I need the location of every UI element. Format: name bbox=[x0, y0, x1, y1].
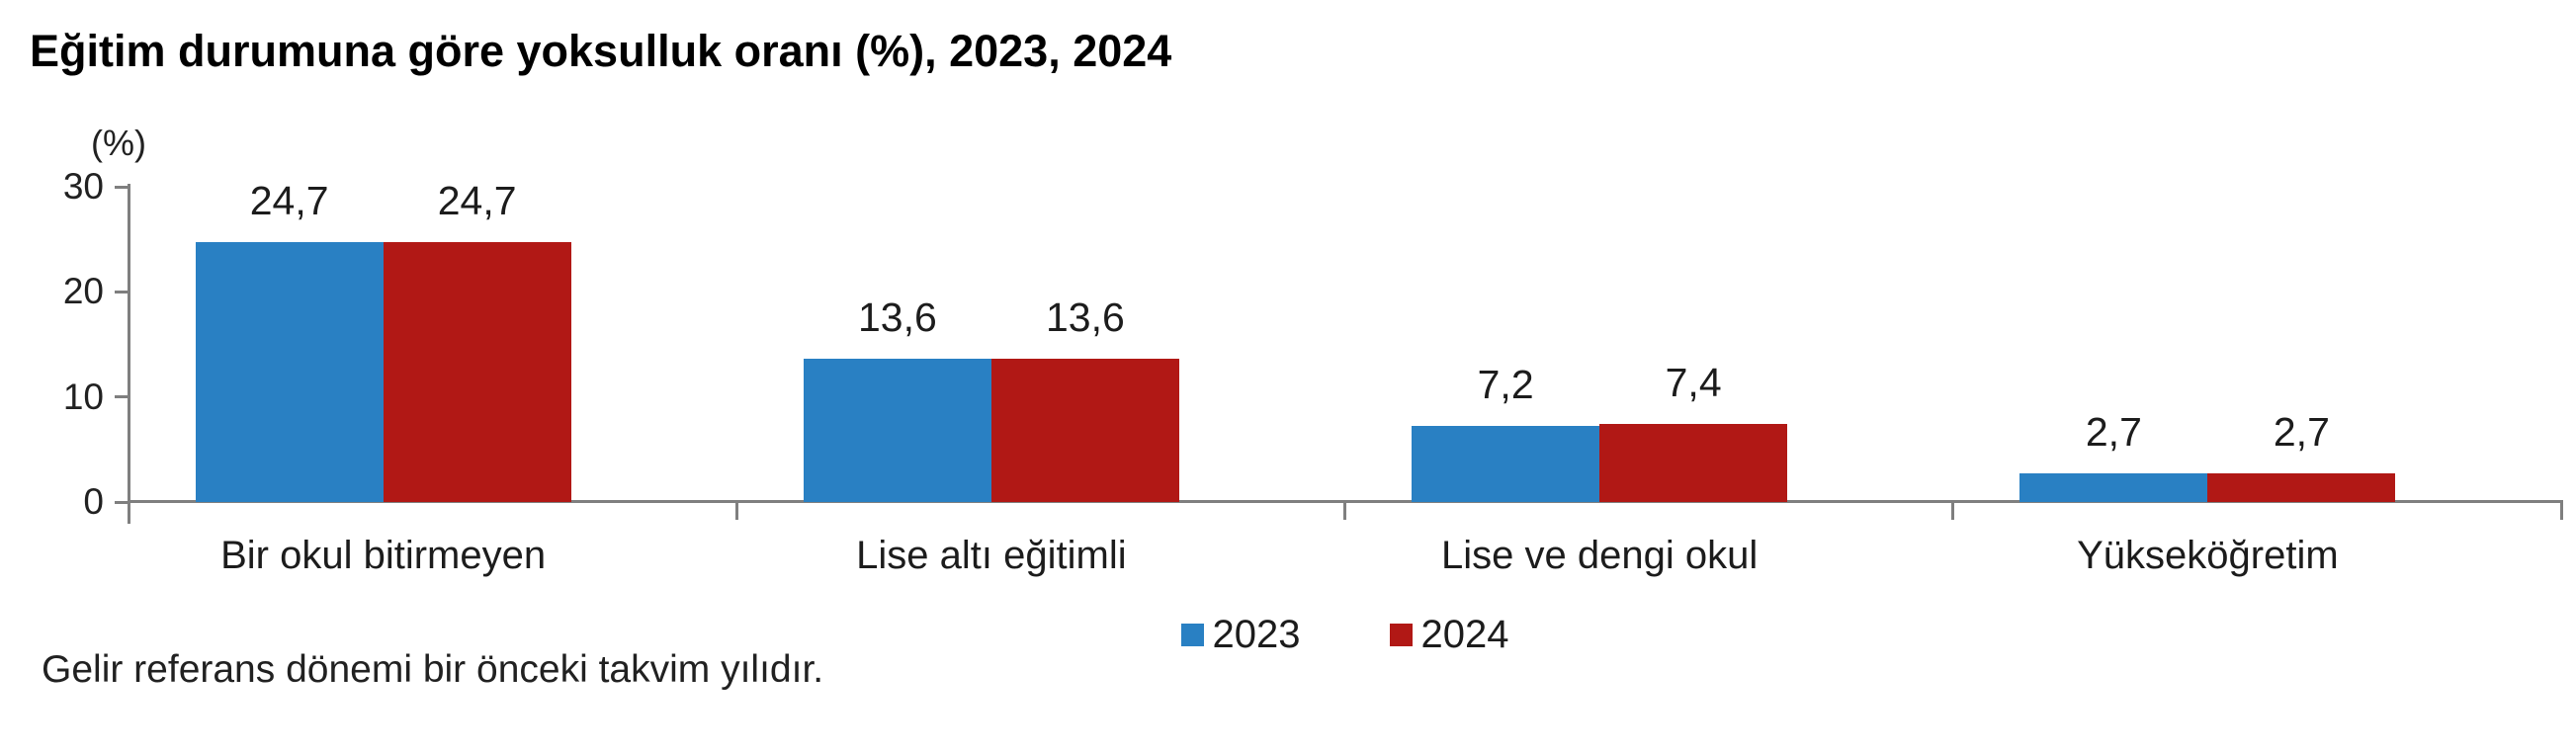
y-tick bbox=[115, 500, 129, 504]
y-tick-label: 20 bbox=[62, 271, 104, 312]
value-label-2023: 2,7 bbox=[2085, 409, 2142, 456]
bar-2024-category-2 bbox=[990, 359, 1179, 502]
chart-title: Eğitim durumuna göre yoksulluk oranı (%)… bbox=[30, 26, 1172, 76]
y-tick-label: 0 bbox=[83, 481, 104, 522]
y-tick bbox=[115, 185, 129, 189]
category-label: Yükseköğretim bbox=[2077, 534, 2339, 577]
y-axis-line bbox=[128, 184, 130, 524]
bar-2024-category-3 bbox=[1599, 424, 1788, 502]
value-label-2023: 13,6 bbox=[857, 294, 937, 341]
bar-2024-category-4 bbox=[2207, 473, 2396, 502]
y-tick-label: 30 bbox=[62, 166, 104, 207]
bar-2023-category-2 bbox=[803, 359, 991, 502]
footnote: Gelir referans dönemi bir önceki takvim … bbox=[42, 648, 824, 691]
value-label-2024: 7,4 bbox=[1665, 360, 1722, 406]
x-tick bbox=[734, 502, 738, 520]
value-label-2024: 24,7 bbox=[437, 178, 517, 224]
y-tick bbox=[115, 395, 129, 399]
value-label-2024: 13,6 bbox=[1045, 294, 1125, 341]
legend-swatch-2024 bbox=[1389, 623, 1413, 646]
y-axis-unit-label: (%) bbox=[91, 123, 146, 163]
x-tick bbox=[1951, 502, 1955, 520]
x-tick bbox=[1343, 502, 1346, 520]
y-tick-label: 10 bbox=[62, 376, 104, 417]
y-tick bbox=[115, 290, 129, 294]
bar-2024-category-1 bbox=[383, 242, 571, 502]
bar-2023-category-1 bbox=[195, 242, 384, 502]
x-tick bbox=[2559, 502, 2563, 520]
legend-label-2023: 2023 bbox=[1212, 613, 1301, 656]
x-tick bbox=[127, 502, 130, 520]
value-label-2023: 7,2 bbox=[1477, 362, 1534, 408]
x-axis-line bbox=[128, 500, 2563, 503]
bar-2023-category-4 bbox=[2019, 473, 2208, 502]
legend-label-2024: 2024 bbox=[1420, 613, 1509, 656]
legend-item-2023: 2023 bbox=[1180, 613, 1301, 656]
legend: 2023 2024 bbox=[129, 615, 2561, 654]
category-label: Lise altı eğitimli bbox=[856, 534, 1127, 577]
category-label: Bir okul bitirmeyen bbox=[220, 534, 547, 577]
value-label-2024: 2,7 bbox=[2273, 409, 2330, 456]
legend-swatch-2023 bbox=[1180, 623, 1204, 646]
legend-item-2024: 2024 bbox=[1389, 613, 1509, 656]
bar-2023-category-3 bbox=[1412, 426, 1600, 502]
value-label-2023: 24,7 bbox=[249, 178, 329, 224]
category-label: Lise ve dengi okul bbox=[1441, 534, 1759, 577]
